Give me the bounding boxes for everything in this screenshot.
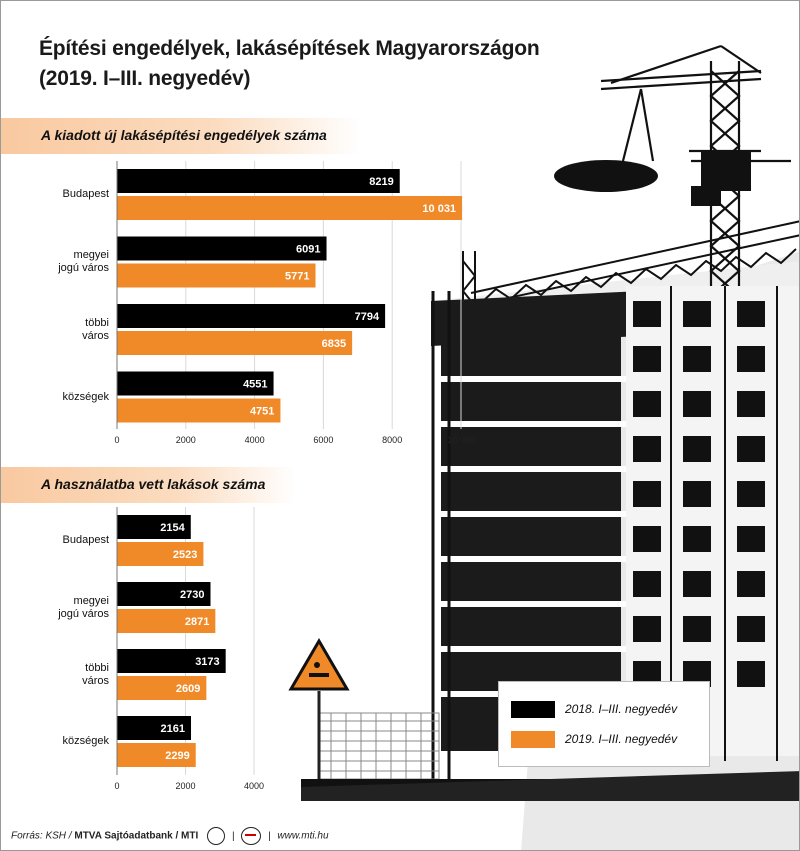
x-tick-label: 0 [114, 435, 119, 445]
bar-2018 [117, 371, 274, 396]
category-label: többi város [82, 316, 109, 342]
legend-label-2018: 2018. I–III. negyedév [565, 702, 678, 716]
bar-value-label: 2871 [185, 616, 209, 628]
chart-legend: 2018. I–III. negyedév 2019. I–III. negye… [498, 681, 710, 767]
separator: | [268, 830, 271, 842]
category-label: többi város [82, 661, 109, 687]
source-label: Forrás: KSH / [11, 830, 72, 842]
source-website: www.mti.hu [277, 830, 329, 842]
legend-swatch-2018 [511, 701, 555, 718]
x-tick-label: 4000 [245, 435, 265, 445]
bar-2019 [117, 263, 316, 288]
category-label: megyei jogú város [58, 594, 109, 620]
bar-value-label: 5771 [285, 271, 309, 283]
bar-2019 [117, 196, 463, 220]
bar-value-label: 3173 [195, 656, 219, 668]
section-band-permits [1, 118, 361, 154]
bar-value-label: 4751 [250, 406, 274, 418]
bar-value-label: 2154 [160, 522, 185, 534]
section-title-completed: A használatba vett lakások száma [41, 476, 266, 492]
bar-value-label: 2299 [165, 750, 189, 762]
bar-2019 [117, 331, 353, 355]
bar-2019 [117, 609, 216, 633]
bar-2018 [117, 304, 386, 328]
x-tick-label: 4000 [244, 781, 264, 791]
bar-2018 [117, 236, 327, 261]
bar-2018 [117, 515, 191, 539]
bar-value-label: 6091 [296, 244, 320, 256]
legend-swatch-2019 [511, 731, 555, 748]
bar-2019 [117, 398, 281, 423]
category-label: megyei jogú város [58, 249, 109, 274]
category-label: Budapest [62, 534, 109, 546]
legend-label-2019: 2019. I–III. negyedév [565, 732, 678, 746]
category-label: községek [62, 735, 109, 747]
bar-value-label: 2161 [161, 723, 185, 735]
bar-value-label: 6835 [322, 338, 346, 350]
x-tick-label: 2000 [175, 781, 195, 791]
bar-2018 [117, 169, 400, 193]
bar-2019 [117, 743, 196, 767]
x-tick-label: 8000 [382, 435, 402, 445]
bar-2018 [117, 649, 226, 673]
bar-value-label: 10 031 [422, 203, 456, 215]
mtva-logo-icon [207, 827, 226, 845]
bar-2018 [117, 582, 211, 606]
page-subtitle: (2019. I–III. negyedév) [39, 67, 251, 90]
section-band-completed [1, 467, 296, 503]
bar-value-label: 7794 [355, 311, 380, 323]
category-label: Budapest [62, 188, 109, 200]
bar-2019 [117, 676, 207, 700]
x-tick-label: 2000 [176, 435, 196, 445]
bar-value-label: 4551 [243, 379, 267, 391]
bar-value-label: 2523 [173, 549, 197, 561]
section-title-permits: A kiadott új lakásépítési engedélyek szá… [41, 127, 327, 143]
category-label: községek [62, 390, 109, 403]
x-tick-label: 10 000 [447, 435, 475, 445]
source-publisher: MTVA Sajtóadatbank / MTI [74, 830, 199, 842]
x-tick-label: 6000 [313, 435, 333, 445]
separator: | [231, 830, 235, 842]
bar-value-label: 8219 [369, 176, 393, 188]
bar-value-label: 2730 [180, 589, 204, 601]
x-tick-label: 0 [114, 781, 119, 791]
bar-2018 [117, 716, 192, 740]
page-title: Építési engedélyek, lakásépítések Magyar… [39, 37, 540, 60]
mti-logo-icon [241, 827, 262, 845]
bar-2019 [117, 542, 204, 566]
bar-value-label: 2609 [176, 683, 200, 695]
source-line: Forrás: KSH / MTVA Sajtóadatbank / MTI |… [11, 827, 329, 845]
